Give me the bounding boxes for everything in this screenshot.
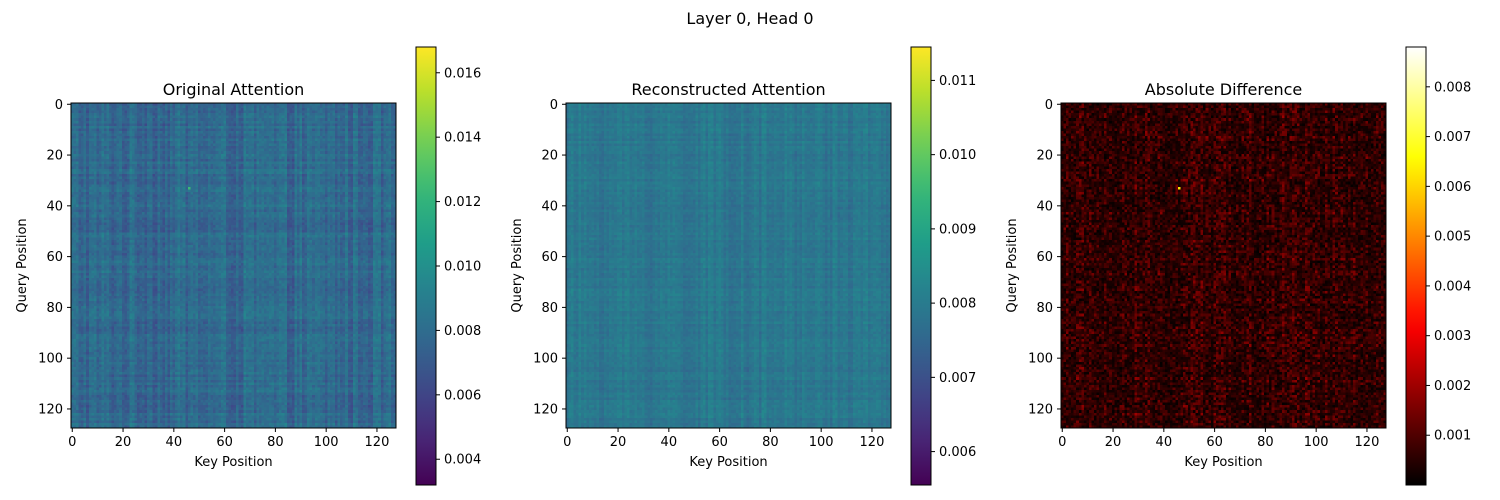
heatmap-panel-3: Absolute Difference 0 20 40 60 80 100 120 0 20 40 6… bbox=[1005, 46, 1471, 486]
colorbar-tick-label: 0.002 bbox=[1434, 379, 1471, 394]
y-tick-label: 100 bbox=[533, 352, 558, 367]
colorbar-tick-label: 0.011 bbox=[939, 74, 976, 89]
axes-frame bbox=[1060, 102, 1387, 429]
y-axis-label: Query Position bbox=[1005, 218, 1020, 312]
x-tick-label: 40 bbox=[661, 435, 678, 450]
x-tick-label: 60 bbox=[711, 435, 728, 450]
colorbar-tick-label: 0.004 bbox=[444, 453, 481, 468]
x-tick-label: 0 bbox=[563, 435, 571, 450]
x-tick-label: 0 bbox=[1058, 435, 1066, 450]
y-tick-label: 60 bbox=[46, 250, 63, 265]
axes-frame bbox=[70, 102, 397, 429]
heatmap-image bbox=[566, 103, 891, 428]
figure-suptitle: Layer 0, Head 0 bbox=[686, 9, 813, 28]
x-tick-label: 20 bbox=[610, 435, 627, 450]
panel-title: Absolute Difference bbox=[1145, 80, 1303, 99]
y-tick-label: 0 bbox=[1045, 98, 1053, 113]
colorbar bbox=[1405, 46, 1427, 486]
x-tick-label: 0 bbox=[68, 435, 76, 450]
colorbar-tick-label: 0.004 bbox=[1434, 279, 1471, 294]
y-tick-label: 60 bbox=[1036, 250, 1053, 265]
colorbar-tick-label: 0.001 bbox=[1434, 429, 1471, 444]
colorbar-tick-label: 0.008 bbox=[444, 324, 481, 339]
y-tick-label: 20 bbox=[541, 149, 558, 164]
colorbar-tick-label: 0.003 bbox=[1434, 329, 1471, 344]
x-tick-label: 100 bbox=[314, 435, 339, 450]
x-axis-label: Key Position bbox=[1184, 455, 1262, 470]
y-tick-label: 40 bbox=[46, 199, 63, 214]
x-axis-label: Key Position bbox=[689, 455, 767, 470]
x-axis-label: Key Position bbox=[194, 455, 272, 470]
x-tick-label: 120 bbox=[365, 435, 390, 450]
y-tick-label: 0 bbox=[550, 98, 558, 113]
y-tick-label: 0 bbox=[55, 98, 63, 113]
panel-title: Reconstructed Attention bbox=[631, 80, 825, 99]
y-tick-label: 40 bbox=[541, 199, 558, 214]
heatmap-image bbox=[71, 103, 396, 428]
x-tick-label: 80 bbox=[267, 435, 284, 450]
colorbar bbox=[415, 46, 437, 486]
x-tick-label: 80 bbox=[1257, 435, 1274, 450]
axes-frame bbox=[565, 102, 892, 429]
x-tick-label: 40 bbox=[166, 435, 183, 450]
colorbar-tick-label: 0.016 bbox=[444, 66, 481, 81]
colorbar-tick-label: 0.007 bbox=[939, 371, 976, 386]
colorbar-tick-label: 0.006 bbox=[444, 388, 481, 403]
y-tick-label: 60 bbox=[541, 250, 558, 265]
colorbar-tick-label: 0.010 bbox=[444, 260, 481, 275]
y-tick-label: 80 bbox=[1036, 301, 1053, 316]
y-axis-label: Query Position bbox=[15, 218, 30, 312]
colorbar-tick-label: 0.006 bbox=[939, 445, 976, 460]
colorbar-tick-label: 0.009 bbox=[939, 222, 976, 237]
y-tick-label: 20 bbox=[1036, 149, 1053, 164]
y-tick-label: 80 bbox=[46, 301, 63, 316]
colorbar bbox=[910, 46, 932, 486]
x-tick-label: 100 bbox=[809, 435, 834, 450]
colorbar-tick-label: 0.014 bbox=[444, 131, 481, 146]
x-tick-label: 120 bbox=[860, 435, 885, 450]
y-tick-label: 20 bbox=[46, 149, 63, 164]
x-tick-label: 120 bbox=[1355, 435, 1380, 450]
heatmap-panel-1: Original Attention 0 20 40 60 80 100 120 0 20 40 60… bbox=[15, 46, 481, 486]
colorbar-tick-label: 0.008 bbox=[939, 297, 976, 312]
heatmap-image bbox=[1061, 103, 1386, 428]
y-tick-label: 80 bbox=[541, 301, 558, 316]
colorbar-tick-label: 0.006 bbox=[1434, 180, 1471, 195]
heatmap-panels: Original Attention 0 20 40 60 80 100 120 0 20 40 60… bbox=[15, 46, 1471, 486]
y-tick-label: 100 bbox=[1028, 352, 1053, 367]
y-axis-label: Query Position bbox=[510, 218, 525, 312]
panel-title: Original Attention bbox=[163, 80, 305, 99]
y-tick-label: 120 bbox=[38, 402, 63, 417]
heatmap-panel-2: Reconstructed Attention 0 20 40 60 80 100 120 0 2… bbox=[510, 46, 976, 486]
x-tick-label: 60 bbox=[216, 435, 233, 450]
x-tick-label: 20 bbox=[1105, 435, 1122, 450]
colorbar-tick-label: 0.008 bbox=[1434, 80, 1471, 95]
y-tick-label: 100 bbox=[38, 352, 63, 367]
x-tick-label: 80 bbox=[762, 435, 779, 450]
x-tick-label: 100 bbox=[1304, 435, 1329, 450]
colorbar-tick-label: 0.007 bbox=[1434, 130, 1471, 145]
colorbar-tick-label: 0.005 bbox=[1434, 230, 1471, 245]
colorbar-tick-label: 0.012 bbox=[444, 195, 481, 210]
x-tick-label: 20 bbox=[115, 435, 132, 450]
y-tick-label: 120 bbox=[533, 402, 558, 417]
y-tick-label: 120 bbox=[1028, 402, 1053, 417]
x-tick-label: 40 bbox=[1156, 435, 1173, 450]
y-tick-label: 40 bbox=[1036, 199, 1053, 214]
colorbar-tick-label: 0.010 bbox=[939, 148, 976, 163]
x-tick-label: 60 bbox=[1206, 435, 1223, 450]
